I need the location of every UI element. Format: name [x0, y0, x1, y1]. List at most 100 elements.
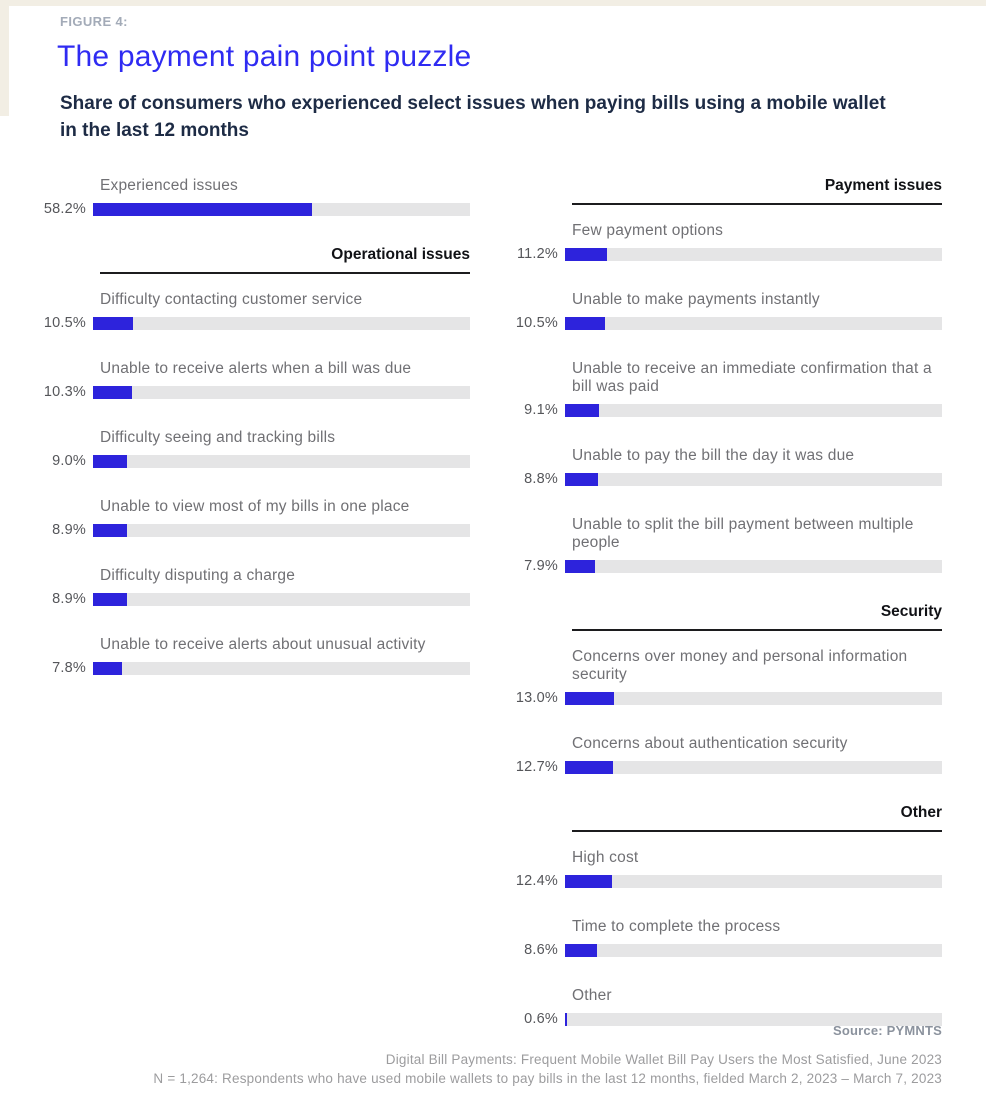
bar-track — [565, 691, 942, 705]
bar-value-label: 10.5% — [43, 315, 86, 331]
bar-track — [93, 454, 470, 468]
bar-track — [565, 316, 942, 330]
bar-row: Concerns about authentication security 12… — [512, 735, 942, 775]
bar-fill — [565, 559, 595, 573]
bar-row: Unable to make payments instantly 10.5% — [512, 291, 942, 331]
bar-label: Unable to view most of my bills in one p… — [100, 498, 410, 515]
bar-fill — [93, 316, 133, 330]
bar-value-label: 0.6% — [524, 1011, 558, 1027]
bar-fill — [565, 1012, 568, 1026]
bar-track — [565, 472, 942, 486]
bar-track — [565, 1012, 942, 1026]
bar-line: 8.8% — [512, 471, 942, 487]
bar-line: 12.4% — [512, 873, 942, 889]
bar-row: Difficulty disputing a charge 8.9% — [40, 567, 470, 607]
bar-line: 10.5% — [40, 315, 470, 331]
bar-track — [565, 403, 942, 417]
section-header: Other — [572, 804, 942, 832]
bar-line: 8.9% — [40, 522, 470, 538]
bar-value-label: 9.1% — [524, 402, 558, 418]
bar-row: Other 0.6% — [512, 987, 942, 1027]
bar-value-label: 10.3% — [43, 384, 86, 400]
bar-label: Unable to receive alerts when a bill was… — [100, 360, 412, 377]
page-edge-left — [0, 0, 9, 116]
bar-line: 12.7% — [512, 759, 942, 775]
chart-columns: Experienced issues 58.2% Operational issue… — [40, 177, 942, 1056]
bar-fill — [565, 943, 598, 957]
bar-row: Unable to view most of my bills in one p… — [40, 498, 470, 538]
bar-line: 0.6% — [512, 1011, 942, 1027]
bar-line: 8.6% — [512, 942, 942, 958]
bar-value-label: 10.5% — [515, 315, 558, 331]
bar-line: 58.2% — [40, 201, 470, 217]
bar-line: 13.0% — [512, 690, 942, 706]
bar-label: Experienced issues — [100, 177, 239, 194]
bar-label: Concerns over money and personal informa… — [572, 648, 908, 683]
bar-track — [565, 874, 942, 888]
section-header: Security — [572, 603, 942, 631]
bar-label: High cost — [572, 849, 639, 866]
bar-line: 9.0% — [40, 453, 470, 469]
bar-fill — [565, 760, 613, 774]
figure-number-label: FIGURE 4: — [60, 14, 128, 29]
bar-track — [93, 316, 470, 330]
section-header: Payment issues — [572, 177, 942, 205]
chart-column-left: Experienced issues 58.2% Operational issue… — [40, 177, 470, 1056]
bar-fill — [93, 202, 313, 216]
bar-track — [93, 661, 470, 675]
footer-methodology: N = 1,264: Respondents who have used mob… — [153, 1071, 942, 1086]
bar-fill — [565, 316, 605, 330]
bar-value-label: 12.7% — [515, 759, 558, 775]
bar-row: Unable to split the bill payment between… — [512, 516, 942, 574]
bar-line: 10.5% — [512, 315, 942, 331]
bar-line: 8.9% — [40, 591, 470, 607]
bar-label: Difficulty contacting customer service — [100, 291, 363, 308]
bar-line: 10.3% — [40, 384, 470, 400]
bar-value-label: 8.8% — [524, 471, 558, 487]
bar-row: Unable to pay the bill the day it was du… — [512, 447, 942, 487]
bar-label: Unable to make payments instantly — [572, 291, 820, 308]
bar-value-label: 8.9% — [52, 591, 86, 607]
bar-track — [565, 760, 942, 774]
bar-track — [565, 559, 942, 573]
bar-row: Unable to receive alerts about unusual a… — [40, 636, 470, 676]
figure-subtitle: Share of consumers who experienced selec… — [60, 93, 886, 141]
bar-line: 9.1% — [512, 402, 942, 418]
bar-fill — [565, 691, 614, 705]
bar-fill — [565, 247, 608, 261]
bar-value-label: 11.2% — [516, 246, 558, 262]
bar-row: Difficulty contacting customer service 10… — [40, 291, 470, 331]
bar-label: Concerns about authentication security — [572, 735, 848, 752]
bar-row: Concerns over money and personal informa… — [512, 648, 942, 706]
figure-title: The payment pain point puzzle — [57, 40, 472, 73]
bar-fill — [93, 661, 123, 675]
bar-value-label: 8.9% — [52, 522, 86, 538]
bar-label: Unable to receive alerts about unusual a… — [100, 636, 426, 653]
bar-fill — [93, 454, 127, 468]
bar-label: Other — [572, 987, 612, 1004]
bar-value-label: 8.6% — [524, 942, 558, 958]
bar-row: Few payment options 11.2% — [512, 222, 942, 262]
source-credit: Source: PYMNTS — [833, 1023, 942, 1038]
bar-track — [93, 523, 470, 537]
bar-fill — [565, 403, 600, 417]
section-header: Operational issues — [100, 246, 470, 274]
figure-footer: Source: PYMNTS Digital Bill Payments: Fr… — [153, 1023, 942, 1088]
bar-row: Time to complete the process 8.6% — [512, 918, 942, 958]
bar-row: Unable to receive alerts when a bill was… — [40, 360, 470, 400]
chart-column-right: Payment issues Few payment options 11.2% Un… — [512, 177, 942, 1056]
footer-report-title: Digital Bill Payments: Frequent Mobile W… — [385, 1052, 942, 1067]
bar-value-label: 58.2% — [43, 201, 86, 217]
bar-label: Unable to split the bill payment between… — [572, 516, 914, 551]
bar-fill — [93, 523, 127, 537]
bar-line: 7.8% — [40, 660, 470, 676]
bar-track — [565, 247, 942, 261]
bar-row: High cost 12.4% — [512, 849, 942, 889]
bar-label: Time to complete the process — [572, 918, 781, 935]
bar-line: 7.9% — [512, 558, 942, 574]
bar-label: Difficulty disputing a charge — [100, 567, 296, 584]
bar-value-label: 7.8% — [52, 660, 86, 676]
bar-label: Few payment options — [572, 222, 724, 239]
bar-row: Experienced issues 58.2% — [40, 177, 470, 217]
